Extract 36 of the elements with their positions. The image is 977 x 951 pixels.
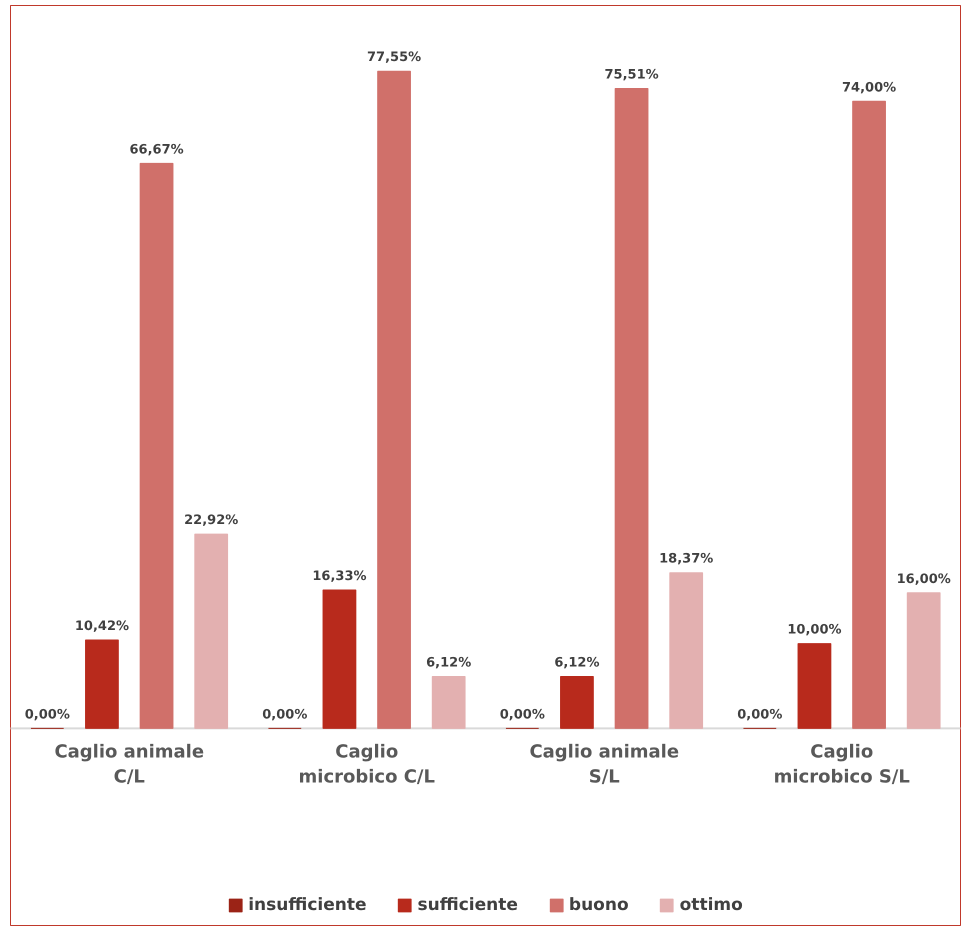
data-label: 0,00% bbox=[737, 707, 782, 722]
bar bbox=[322, 589, 356, 729]
bar bbox=[798, 643, 832, 729]
data-label: 0,00% bbox=[24, 707, 70, 722]
bar bbox=[85, 640, 119, 729]
data-label: 75,51% bbox=[604, 68, 659, 82]
data-label: 16,00% bbox=[896, 572, 951, 587]
x-tick-label: Caglio microbico C/L bbox=[298, 742, 435, 788]
bar bbox=[614, 88, 648, 729]
data-label: 10,00% bbox=[787, 622, 842, 638]
data-label: 16,33% bbox=[312, 568, 367, 584]
data-label: 74,00% bbox=[842, 80, 896, 96]
bar bbox=[194, 534, 228, 729]
bar bbox=[560, 676, 594, 729]
data-label: 22,92% bbox=[184, 513, 238, 528]
legend-label: ottimo bbox=[680, 895, 743, 915]
bar bbox=[906, 592, 941, 729]
data-label: 66,67% bbox=[129, 142, 184, 158]
x-tick-label: Caglio animale C/L bbox=[54, 742, 204, 788]
bar bbox=[669, 572, 704, 729]
data-label: 0,00% bbox=[500, 707, 545, 722]
legend-label: buono bbox=[568, 895, 629, 915]
bar bbox=[377, 70, 411, 729]
data-label: 77,55% bbox=[366, 50, 422, 66]
legend-label: insufficiente bbox=[248, 895, 367, 915]
data-label: 18,37% bbox=[659, 552, 714, 567]
data-label: 0,00% bbox=[262, 707, 308, 722]
bar bbox=[140, 162, 174, 729]
x-tick-label: Caglio animale S/L bbox=[529, 742, 680, 788]
bar bbox=[432, 676, 466, 729]
x-tick-label: Caglio microbico S/L bbox=[774, 742, 910, 788]
legend-label: sufficiente bbox=[418, 895, 518, 915]
data-label: 10,42% bbox=[74, 619, 130, 634]
bar bbox=[852, 100, 886, 729]
data-label: 6,12% bbox=[426, 655, 472, 670]
data-label: 6,12% bbox=[554, 655, 600, 670]
